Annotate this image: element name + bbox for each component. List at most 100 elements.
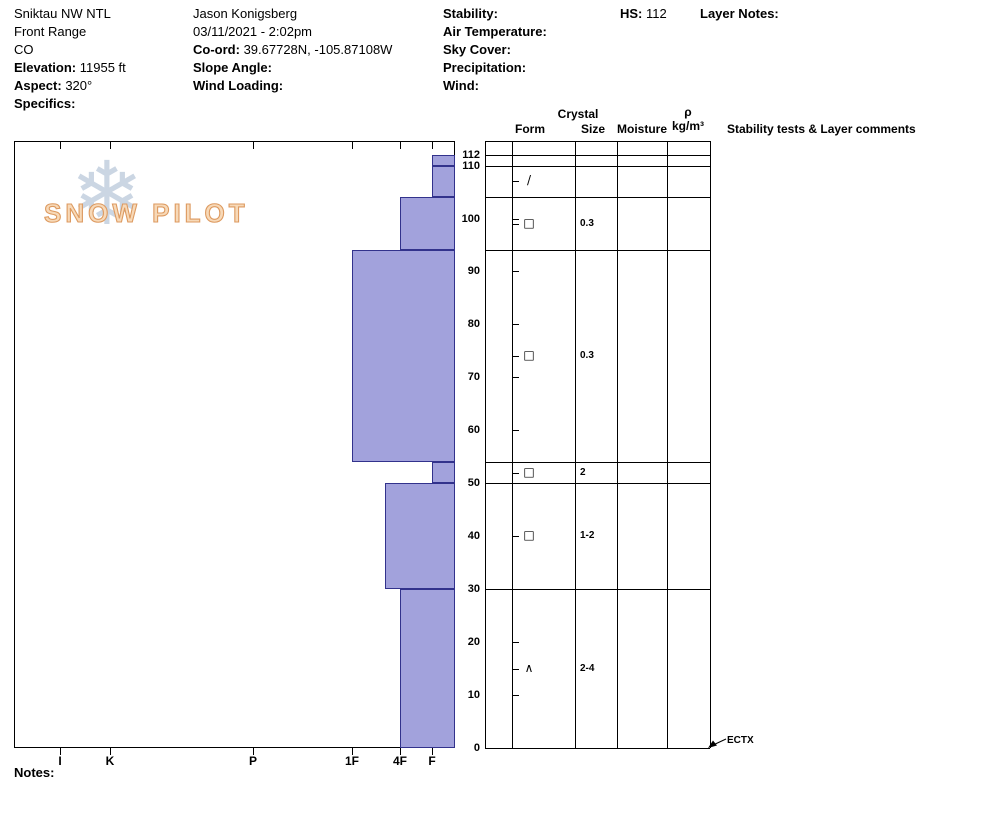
site-elevation: Elevation: 11955 ft (14, 59, 126, 77)
grain-size-value: 2-4 (580, 662, 595, 674)
hardness-bar (432, 155, 455, 166)
aspect-value: 320° (65, 78, 93, 93)
coord-label: Co-ord: (193, 42, 240, 57)
height-axis-label: 70 (467, 371, 480, 384)
moisture-header: Moisture (616, 122, 668, 136)
hardness-tick-top (400, 142, 401, 149)
form-header: Form (515, 122, 545, 136)
grain-size-value: 0.3 (580, 217, 594, 229)
hardness-tick-bottom (400, 748, 401, 755)
site-name: Sniktau NW NTL (14, 6, 111, 21)
hardness-tick-bottom (432, 748, 433, 755)
height-tick (512, 165, 519, 167)
layer-notes-label: Layer Notes: (700, 6, 779, 21)
wind-loading-label: Wind Loading: (193, 78, 284, 93)
density-symbol-header: ρ (684, 105, 692, 119)
notes-label: Notes: (14, 765, 55, 780)
stability-test-arrow-icon (706, 736, 728, 750)
site-range: Front Range (14, 24, 87, 39)
layer-boundary-line (485, 589, 710, 591)
conditions-column: Stability: Air Temperature: Sky Cover: P… (443, 5, 547, 95)
wind-label: Wind: (443, 78, 479, 93)
hardness-axis-label: F (428, 754, 436, 768)
height-axis-label: 50 (467, 477, 480, 490)
hardness-bar (385, 483, 455, 590)
height-tick (512, 589, 519, 591)
aspect-label: Aspect: (14, 78, 62, 93)
elevation-label: Elevation: (14, 60, 77, 75)
hardness-axis-label: I (58, 754, 62, 768)
height-axis-label: 10 (467, 689, 480, 702)
hardness-tick-top (110, 142, 111, 149)
height-axis-label: 90 (467, 265, 480, 278)
air-temperature-label: Air Temperature: (443, 24, 547, 39)
table-grid-line (485, 141, 486, 748)
layer-boundary-line (485, 165, 710, 167)
height-axis-label: 20 (467, 636, 480, 649)
hardness-tick-bottom (60, 748, 61, 755)
grain-form-symbol: / (526, 173, 532, 188)
layer-boundary-line (485, 197, 710, 199)
height-axis-label: 40 (467, 530, 480, 543)
snowpilot-logo-text: SNOW PILOT (43, 197, 249, 228)
comments-header: Stability tests & Layer comments (727, 122, 916, 136)
site-aspect: Aspect: 320° (14, 77, 126, 95)
grain-size-value: 1-2 (580, 530, 595, 542)
height-tick (512, 377, 519, 379)
coordinates: Co-ord: 39.67728N, -105.87108W (193, 41, 392, 59)
stability-test-label: ECTX (727, 735, 754, 746)
grain-size-value: 0.3 (580, 350, 594, 362)
hardness-bar (432, 165, 455, 198)
height-tick (512, 430, 519, 432)
height-tick (512, 271, 519, 273)
snowpilot-snowflake-icon: ❄ (70, 142, 144, 245)
height-axis-label: 60 (467, 424, 480, 437)
crystal-header: Crystal (557, 107, 599, 121)
hardness-bar (400, 589, 455, 748)
hardness-tick-top (432, 142, 433, 149)
height-axis-label: 100 (461, 212, 480, 225)
height-tick (512, 218, 519, 220)
hardness-tick-top (253, 142, 254, 149)
layer-boundary-line (485, 483, 710, 485)
layer-mid-tick (512, 223, 519, 225)
site-info-column: Sniktau NW NTL Front Range CO Elevation:… (14, 5, 126, 113)
height-tick (512, 695, 519, 697)
layer-mid-tick (512, 356, 519, 358)
height-tick (512, 324, 519, 326)
hardness-tick-top (352, 142, 353, 149)
height-axis-label: 0 (473, 742, 480, 754)
table-grid-line (667, 141, 668, 748)
layer-mid-tick (512, 536, 519, 538)
height-tick (512, 642, 519, 644)
hardness-bar (432, 462, 455, 484)
table-grid-line (710, 141, 711, 748)
hardness-axis-label: K (105, 754, 115, 768)
hardness-tick-top (60, 142, 61, 149)
observation-datetime: 03/11/2021 - 2:02pm (193, 24, 313, 39)
layer-boundary-line (485, 250, 710, 252)
hardness-bar (352, 250, 455, 463)
density-units-header: kg/m³ (671, 119, 705, 133)
table-grid-line (512, 141, 513, 748)
hardness-tick-bottom (352, 748, 353, 755)
total-height: HS: 112 (620, 5, 667, 23)
size-header: Size (580, 122, 606, 136)
hardness-tick-bottom (110, 748, 111, 755)
height-axis-label: 110 (462, 159, 480, 172)
table-grid-line (575, 141, 576, 748)
slope-angle-label: Slope Angle: (193, 60, 272, 75)
hs-value: 112 (646, 6, 667, 21)
coord-value: 39.67728N, -105.87108W (243, 42, 393, 57)
layer-mid-tick (512, 181, 519, 183)
hardness-axis-label: 4F (392, 754, 408, 768)
height-axis-label: 80 (467, 318, 480, 331)
grain-form-symbol: □ (523, 348, 535, 363)
layer-mid-tick (512, 668, 519, 670)
hardness-tick-bottom (253, 748, 254, 755)
table-grid-line (617, 141, 618, 748)
grain-form-symbol: □ (523, 464, 535, 479)
layer-boundary-line (485, 748, 710, 749)
